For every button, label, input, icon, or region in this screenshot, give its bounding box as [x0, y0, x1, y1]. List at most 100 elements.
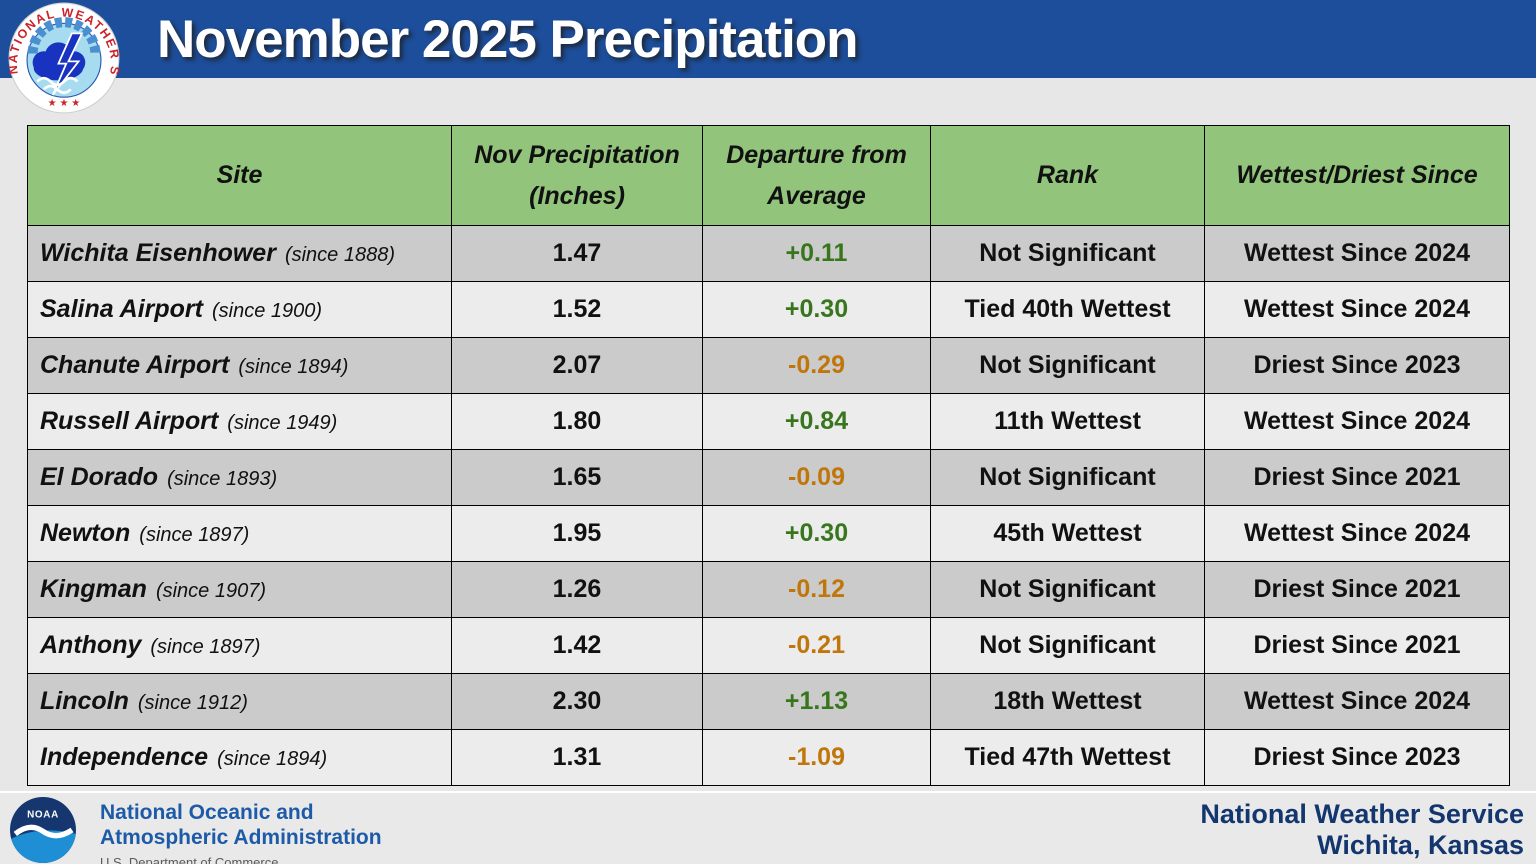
site-name: Salina Airport	[40, 295, 203, 323]
rank-cell: Tied 47th Wettest	[930, 729, 1205, 786]
table-row: Newton (since 1897) 1.95 +0.30 45th Wette…	[27, 505, 1510, 562]
record-cell: Wettest Since 2024	[1204, 505, 1510, 562]
office-text: National Weather Service Wichita, Kansas	[1200, 799, 1524, 861]
departure-cell: +0.30	[702, 281, 931, 338]
site-name: Anthony	[40, 631, 142, 659]
site-since: (since 1949)	[227, 412, 338, 434]
nws-logo-icon: NATIONAL WEATHER SERVICE ★ ★ ★	[3, 0, 120, 114]
page-title: November 2025 Precipitation	[157, 10, 859, 69]
site-name: Independence	[40, 743, 209, 771]
record-cell: Driest Since 2021	[1204, 561, 1510, 618]
site-since: (since 1912)	[137, 692, 248, 714]
col-header-departure: Departure from Average	[702, 125, 931, 226]
rank-cell: 11th Wettest	[930, 393, 1205, 450]
site-since: (since 1894)	[217, 748, 328, 770]
record-cell: Wettest Since 2024	[1204, 281, 1510, 338]
site-name: Russell Airport	[40, 407, 219, 435]
site-cell: Newton (since 1897)	[27, 505, 452, 562]
table-row: Russell Airport (since 1949) 1.80 +0.84 1…	[27, 393, 1510, 450]
department-line: U.S. Department of Commerce	[100, 855, 279, 864]
precip-cell: 2.30	[451, 673, 703, 730]
table-row: El Dorado (since 1893) 1.65 -0.09 Not Sig…	[27, 449, 1510, 506]
record-cell: Wettest Since 2024	[1204, 673, 1510, 730]
agency-line1: National Oceanic and	[100, 801, 314, 824]
site-name: Kingman	[40, 575, 147, 603]
site-cell: Lincoln (since 1912)	[27, 673, 452, 730]
departure-cell: -0.21	[702, 617, 931, 674]
site-name: Chanute Airport	[40, 351, 230, 379]
site-cell: Russell Airport (since 1949)	[27, 393, 452, 450]
header-bar: November 2025 Precipitation	[0, 0, 1536, 78]
table-row: Chanute Airport (since 1894) 2.07 -0.29 N…	[27, 337, 1510, 394]
col-header-precip: Nov Precipitation (Inches)	[451, 125, 703, 226]
site-cell: Kingman (since 1907)	[27, 561, 452, 618]
agency-line2: Atmospheric Administration	[100, 826, 382, 849]
site-since: (since 1897)	[139, 524, 250, 546]
departure-cell: +0.11	[702, 225, 931, 282]
agency-text: National Oceanic and Atmospheric Adminis…	[100, 800, 382, 864]
noaa-label: NOAA	[27, 809, 59, 820]
site-cell: Independence (since 1894)	[27, 729, 452, 786]
precip-cell: 1.42	[451, 617, 703, 674]
site-since: (since 1894)	[238, 356, 349, 378]
col-header-record: Wettest/Driest Since	[1204, 125, 1510, 226]
table-row: Independence (since 1894) 1.31 -1.09 Tied…	[27, 729, 1510, 786]
rank-cell: Not Significant	[930, 225, 1205, 282]
site-since: (since 1900)	[212, 300, 323, 322]
precip-cell: 1.52	[451, 281, 703, 338]
site-name: Lincoln	[40, 687, 129, 715]
rank-cell: Tied 40th Wettest	[930, 281, 1205, 338]
precip-cell: 1.47	[451, 225, 703, 282]
table-row: Kingman (since 1907) 1.26 -0.12 Not Signi…	[27, 561, 1510, 618]
precipitation-table: Site Nov Precipitation (Inches) Departur…	[27, 125, 1510, 786]
office-line2: Wichita, Kansas	[1317, 830, 1524, 860]
site-cell: Chanute Airport (since 1894)	[27, 337, 452, 394]
record-cell: Wettest Since 2024	[1204, 393, 1510, 450]
site-since: (since 1897)	[150, 636, 261, 658]
record-cell: Driest Since 2023	[1204, 337, 1510, 394]
site-since: (since 1888)	[284, 244, 395, 266]
table-row: Anthony (since 1897) 1.42 -0.21 Not Signi…	[27, 617, 1510, 674]
precip-cell: 1.95	[451, 505, 703, 562]
table-header-row: Site Nov Precipitation (Inches) Departur…	[27, 125, 1510, 226]
precip-cell: 1.26	[451, 561, 703, 618]
site-cell: El Dorado (since 1893)	[27, 449, 452, 506]
departure-cell: +0.84	[702, 393, 931, 450]
departure-cell: +1.13	[702, 673, 931, 730]
rank-cell: Not Significant	[930, 561, 1205, 618]
rank-cell: Not Significant	[930, 617, 1205, 674]
site-since: (since 1893)	[167, 468, 278, 490]
noaa-logo-icon: NOAA	[10, 797, 76, 863]
departure-cell: -0.29	[702, 337, 931, 394]
precip-cell: 1.80	[451, 393, 703, 450]
office-line1: National Weather Service	[1200, 799, 1524, 829]
site-cell: Salina Airport (since 1900)	[27, 281, 452, 338]
record-cell: Driest Since 2021	[1204, 617, 1510, 674]
col-header-site: Site	[27, 125, 452, 226]
col-header-rank: Rank	[930, 125, 1205, 226]
record-cell: Driest Since 2023	[1204, 729, 1510, 786]
rank-cell: Not Significant	[930, 449, 1205, 506]
departure-cell: -0.12	[702, 561, 931, 618]
precip-cell: 1.65	[451, 449, 703, 506]
departure-cell: +0.30	[702, 505, 931, 562]
footer-bar: NOAA National Oceanic and Atmospheric Ad…	[0, 791, 1536, 864]
precip-cell: 1.31	[451, 729, 703, 786]
table-row: Lincoln (since 1912) 2.30 +1.13 18th Wett…	[27, 673, 1510, 730]
nws-stars: ★ ★ ★	[48, 98, 81, 109]
rank-cell: Not Significant	[930, 337, 1205, 394]
precip-cell: 2.07	[451, 337, 703, 394]
site-name: Newton	[40, 519, 131, 547]
rank-cell: 45th Wettest	[930, 505, 1205, 562]
site-cell: Anthony (since 1897)	[27, 617, 452, 674]
table-row: Salina Airport (since 1900) 1.52 +0.30 Ti…	[27, 281, 1510, 338]
departure-cell: -0.09	[702, 449, 931, 506]
site-name: El Dorado	[40, 463, 159, 491]
record-cell: Wettest Since 2024	[1204, 225, 1510, 282]
record-cell: Driest Since 2021	[1204, 449, 1510, 506]
rank-cell: 18th Wettest	[930, 673, 1205, 730]
site-name: Wichita Eisenhower	[40, 239, 276, 267]
site-since: (since 1907)	[155, 580, 267, 602]
site-cell: Wichita Eisenhower (since 1888)	[27, 225, 452, 282]
